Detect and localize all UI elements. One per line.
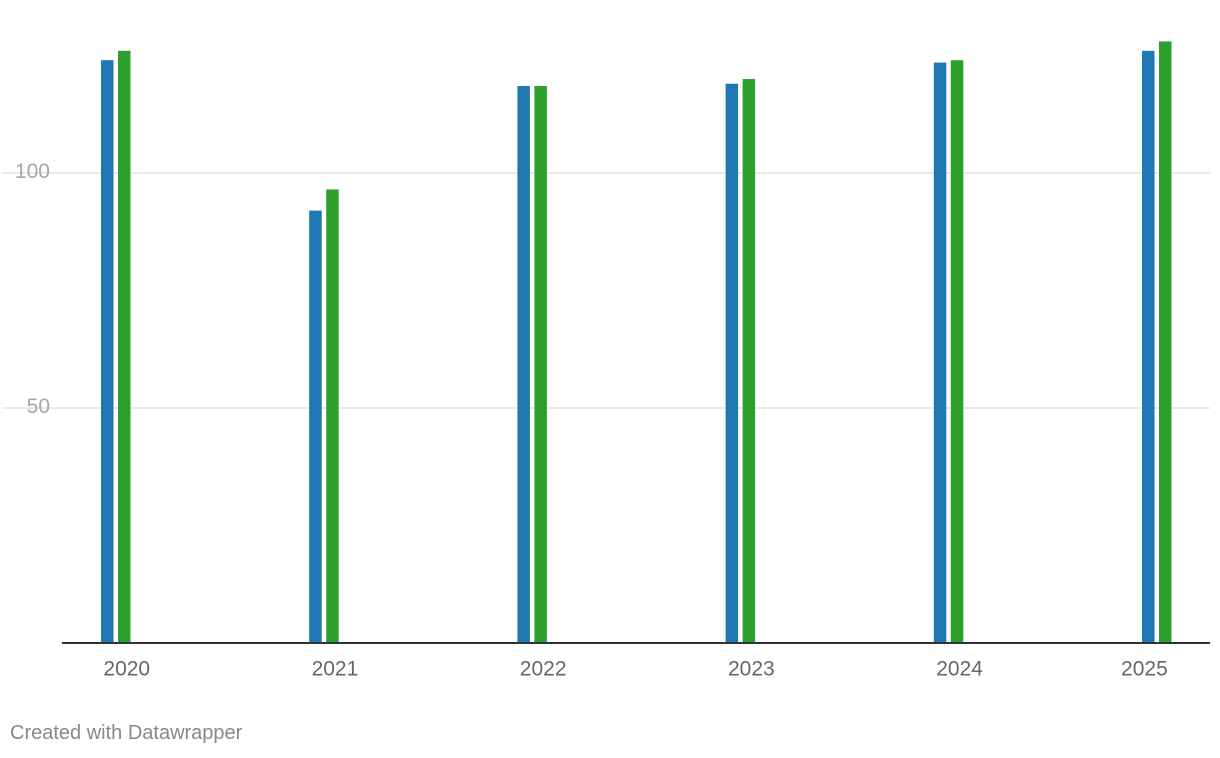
- x-tick-label-2023: 2023: [728, 658, 775, 681]
- x-tick-label-2021: 2021: [312, 658, 359, 681]
- bar-2023-series-2[interactable]: [742, 79, 756, 643]
- axes: 50 100 2020 2021 2022 2023 2024 2025: [15, 160, 1210, 681]
- bar-2025-series-2[interactable]: [1159, 41, 1172, 643]
- bar-2021-series-1[interactable]: [309, 210, 322, 643]
- bar-2022-series-1[interactable]: [517, 86, 530, 644]
- bar-2024-series-1[interactable]: [933, 62, 947, 644]
- y-tick-label: 100: [15, 160, 50, 183]
- bar-2023-series-1[interactable]: [725, 83, 739, 643]
- y-tick-label: 50: [27, 395, 50, 418]
- footer-credit[interactable]: Created with Datawrapper: [10, 722, 243, 744]
- gridlines: [2, 172, 1210, 409]
- bar-2020-series-1[interactable]: [101, 60, 114, 643]
- x-tick-label-2020: 2020: [103, 658, 150, 681]
- x-tick-label-2022: 2022: [520, 658, 567, 681]
- x-tick-label-2024: 2024: [936, 658, 983, 681]
- bar-2020-series-2[interactable]: [118, 50, 131, 644]
- x-tick-label-2025: 2025: [1121, 658, 1168, 681]
- bar-2025-series-1[interactable]: [1142, 50, 1155, 644]
- bar-2021-series-2[interactable]: [326, 189, 339, 643]
- bars: [101, 41, 1172, 644]
- bar-2022-series-2[interactable]: [534, 86, 547, 644]
- bar-2024-series-2[interactable]: [950, 60, 964, 643]
